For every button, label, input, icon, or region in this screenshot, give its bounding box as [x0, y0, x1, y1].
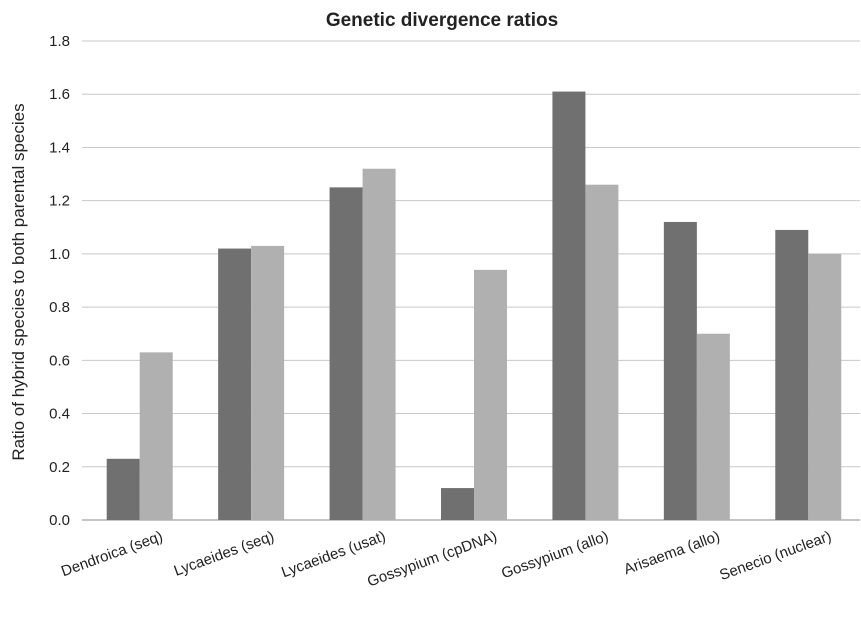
y-tick-label: 0.6 — [49, 352, 70, 369]
y-tick-label: 1.4 — [49, 139, 70, 156]
x-tick-label: Lycaeides (seq) — [172, 528, 277, 580]
bars — [106, 91, 842, 521]
chart-title: Genetic divergence ratios — [326, 10, 558, 31]
bar-1 — [552, 91, 586, 521]
bar-2 — [251, 245, 285, 520]
bar-1 — [663, 221, 697, 520]
y-tick-label: 1.2 — [49, 193, 70, 210]
x-tick-label: Senecio (nuclear) — [717, 528, 833, 584]
bar-1 — [329, 187, 363, 520]
bar-1 — [441, 488, 474, 520]
bar-2 — [696, 333, 730, 520]
y-tick-label: 1.0 — [49, 246, 70, 263]
y-axis-label: Ratio of hybrid species to both parental… — [9, 103, 28, 460]
x-tick-label: Dendroica (seq) — [59, 528, 165, 580]
bar-2 — [808, 253, 842, 520]
y-tick-labels: 0.0 0.2 0.4 0.6 0.8 1.0 1.2 1.4 1.6 1.8 — [49, 33, 70, 529]
x-tick-labels: Dendroica (seq) Lycaeides (seq) Lycaeides … — [59, 528, 834, 591]
y-tick-label: 0.0 — [49, 512, 70, 529]
bar-2 — [139, 352, 173, 520]
y-tick-label: 1.8 — [49, 33, 70, 50]
x-tick-label: Gossypium (allo) — [499, 528, 611, 582]
bar-1 — [106, 458, 140, 520]
y-tick-label: 0.8 — [49, 299, 70, 316]
gridlines — [82, 40, 860, 521]
bar-2 — [474, 269, 507, 520]
bar-1 — [218, 248, 252, 521]
y-tick-label: 1.6 — [49, 86, 70, 103]
y-tick-label: 0.2 — [49, 459, 70, 476]
y-tick-label: 0.4 — [49, 406, 70, 423]
bar-2 — [362, 168, 396, 520]
bar-1 — [775, 229, 809, 520]
x-tick-label: Arisaema (allo) — [622, 528, 723, 578]
bar-2 — [585, 184, 619, 520]
